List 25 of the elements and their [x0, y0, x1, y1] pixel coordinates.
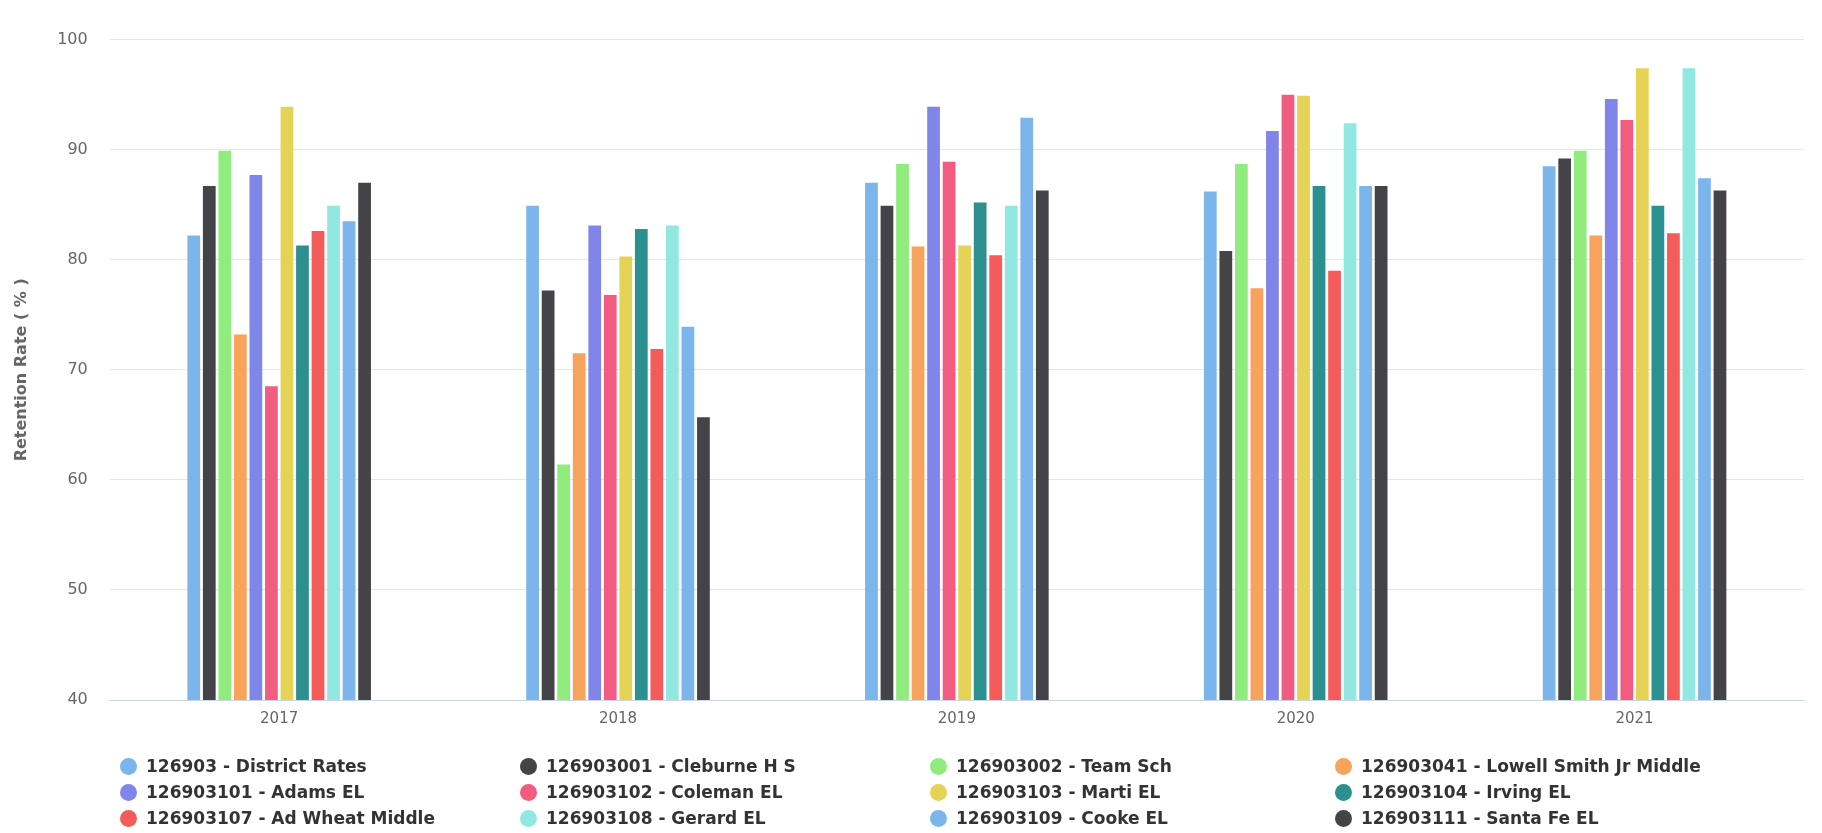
y-axis-title: Retention Rate ( % ): [10, 278, 30, 462]
x-tick-label: 2018: [598, 708, 638, 727]
legend-label: 126903111 - Santa Fe EL: [1361, 808, 1599, 828]
y-tick-label: 100: [57, 28, 88, 48]
y-tick-label: 40: [67, 689, 88, 709]
legend-label: 126903102 - Coleman EL: [546, 782, 783, 802]
x-tick-label: 2017: [260, 708, 299, 727]
legend-label: 126903107 - Ad Wheat Middle: [146, 808, 435, 828]
y-tick-label: 70: [67, 358, 88, 378]
y-tick-label: 50: [67, 579, 88, 599]
y-tick-label: 80: [67, 248, 88, 268]
legend-label: 126903101 - Adams EL: [146, 782, 365, 802]
legend-label: 126903041 - Lowell Smith Jr Middle: [1361, 756, 1701, 776]
x-tick-label: 2021: [1615, 708, 1654, 727]
legend-label: 126903001 - Cleburne H S: [546, 756, 796, 776]
legend-label: 126903002 - Team Sch: [956, 756, 1172, 776]
legend-label: 126903108 - Gerard EL: [546, 808, 766, 828]
legend-label: 126903109 - Cooke EL: [956, 808, 1168, 828]
y-tick-label: 90: [67, 138, 88, 158]
x-tick-label: 2019: [937, 708, 976, 727]
legend-label: 126903 - District Rates: [146, 756, 367, 776]
legend-label: 126903104 - Irving EL: [1361, 782, 1571, 802]
x-tick-label: 2020: [1276, 708, 1315, 727]
y-tick-label: 60: [67, 469, 88, 489]
legend-label: 126903103 - Marti EL: [956, 782, 1161, 802]
